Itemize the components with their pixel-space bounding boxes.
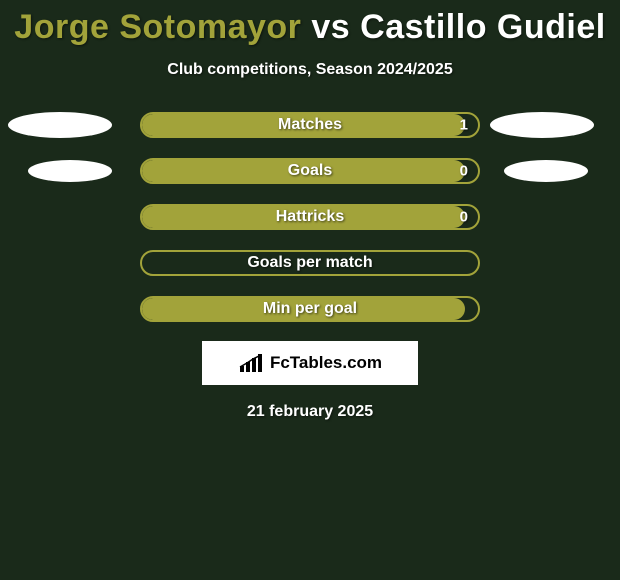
logo-text: FcTables.com (270, 353, 382, 373)
subtitle: Club competitions, Season 2024/2025 (0, 61, 620, 79)
stat-label: Min per goal (142, 300, 478, 318)
stat-row: Hattricks0 (0, 203, 620, 231)
stat-row: Min per goal (0, 295, 620, 323)
logo-box: FcTables.com (202, 341, 418, 385)
stat-label: Goals (142, 162, 478, 180)
bars-icon (238, 352, 266, 374)
stat-value: 1 (460, 117, 468, 134)
footer-date: 21 february 2025 (0, 403, 620, 421)
comparison-title: Jorge Sotomayor vs Castillo Gudiel (0, 0, 620, 47)
stat-row: Goals0 (0, 157, 620, 185)
stat-bar: Goals0 (140, 158, 480, 184)
stat-value: 0 (460, 163, 468, 180)
stat-bar: Goals per match (140, 250, 480, 276)
player1-marker (28, 160, 112, 182)
comparison-bars: Matches1Goals0Hattricks0Goals per matchM… (0, 111, 620, 323)
stat-bar: Hattricks0 (140, 204, 480, 230)
player1-name: Jorge Sotomayor (14, 8, 301, 46)
stat-bar: Matches1 (140, 112, 480, 138)
stat-row: Goals per match (0, 249, 620, 277)
stat-label: Matches (142, 116, 478, 134)
player2-marker (490, 112, 594, 138)
stat-bar: Min per goal (140, 296, 480, 322)
stat-row: Matches1 (0, 111, 620, 139)
player2-name: Castillo Gudiel (360, 8, 606, 46)
player2-marker (504, 160, 588, 182)
stat-label: Goals per match (142, 254, 478, 272)
stat-label: Hattricks (142, 208, 478, 226)
vs-separator: vs (311, 8, 350, 46)
player1-marker (8, 112, 112, 138)
stat-value: 0 (460, 209, 468, 226)
